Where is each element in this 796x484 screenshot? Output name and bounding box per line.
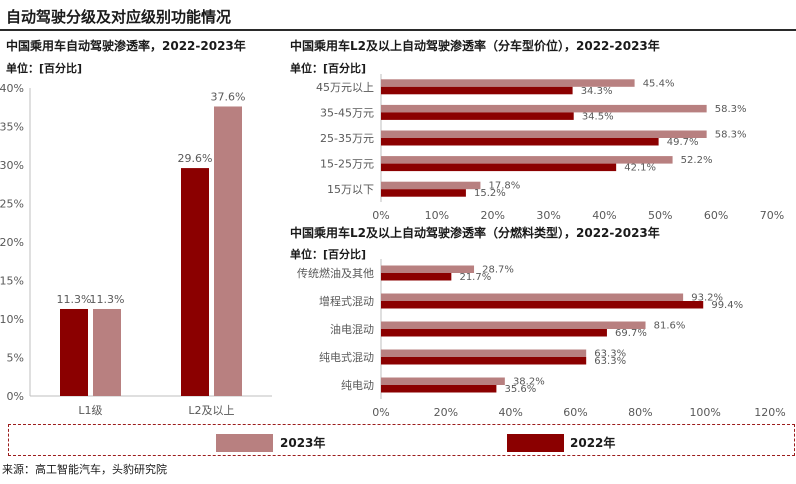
chart1-data-label: 11.3% [90, 293, 125, 306]
chart2-bar [381, 181, 481, 190]
chart1-unit: 单位：[百分比] [6, 62, 83, 75]
chart2-title: 中国乘用车L2及以上自动驾驶渗透率（分车型价位），2022-2023年 [290, 39, 660, 53]
title-rule [0, 29, 796, 31]
chart3-category-label: 纯电动 [341, 379, 374, 392]
chart3-bar [381, 385, 497, 393]
chart1-y-tick-label: 35% [0, 121, 24, 134]
chart3-x-tick-label: 100% [689, 406, 720, 419]
chart3-data-label: 81.6% [654, 321, 686, 332]
chart1-data-label: 29.6% [178, 152, 213, 165]
chart2-data-label: 34.5% [582, 111, 614, 122]
chart2-data-label: 52.2% [681, 155, 713, 166]
chart2-data-label: 49.7% [667, 137, 699, 148]
chart2-category-label: 45万元以上 [316, 81, 374, 94]
legend-swatch-2022 [507, 434, 564, 452]
chart1-y-tick-label: 40% [0, 82, 24, 95]
chart2-data-label: 17.8% [489, 181, 521, 192]
legend-swatch-2023 [216, 434, 273, 452]
chart3-x-tick-label: 60% [563, 406, 587, 419]
chart1-category-label: L1级 [78, 404, 102, 417]
chart1-bar [214, 106, 242, 396]
chart3-x-tick-label: 40% [498, 406, 522, 419]
chart1-y-tick-label: 15% [0, 275, 24, 288]
chart3-data-label: 63.3% [594, 349, 626, 360]
chart3-bar [381, 273, 452, 281]
chart1-y-tick-label: 30% [0, 159, 24, 172]
chart2-data-label: 58.3% [715, 130, 747, 141]
chart3-bar [381, 329, 607, 337]
chart3-x-tick-label: 20% [434, 406, 458, 419]
chart1-bar [60, 308, 88, 396]
chart3-bar [381, 349, 587, 357]
chart3-bar [381, 301, 704, 309]
chart2-x-tick-label: 50% [648, 209, 672, 222]
chart3-x-tick-label: 0% [372, 406, 389, 419]
chart3-title: 中国乘用车L2及以上自动驾驶渗透率（分燃料类型），2022-2023年 [290, 226, 660, 240]
chart2-x-tick-label: 40% [592, 209, 616, 222]
chart3-bar [381, 357, 587, 365]
chart3-data-label: 35.6% [505, 384, 537, 395]
chart3-data-label: 28.7% [482, 265, 514, 276]
chart3-data-label: 63.3% [594, 356, 626, 367]
chart2-unit: 单位：[百分比] [290, 62, 367, 75]
chart3-data-label: 69.7% [615, 328, 647, 339]
chart2-x-tick-label: 60% [704, 209, 728, 222]
chart3-bar [381, 377, 505, 385]
chart1-y-tick-label: 10% [0, 313, 24, 326]
chart1-y-tick-label: 0% [7, 390, 24, 403]
chart2-bar [381, 189, 466, 197]
chart2-data-label: 58.3% [715, 104, 747, 115]
chart3-x-tick-label: 120% [754, 406, 785, 419]
legend-label-2023: 2023年 [280, 436, 326, 450]
chart2-data-label: 15.2% [474, 188, 506, 199]
source-note: 来源：高工智能汽车，头豹研究院 [2, 463, 167, 476]
chart1-bar [93, 308, 121, 396]
chart2-category-label: 25-35万元 [320, 132, 374, 145]
chart2-data-label: 34.3% [581, 86, 613, 97]
chart3-category-label: 传统燃油及其他 [297, 266, 374, 280]
chart1-bar [181, 168, 209, 396]
chart2-bar [381, 130, 707, 138]
chart2-bar [381, 156, 673, 164]
chart3-data-label: 38.2% [513, 377, 545, 388]
chart3-data-label: 21.7% [459, 272, 491, 283]
chart3-bar [381, 293, 684, 301]
chart2-bar [381, 163, 617, 172]
chart2-bar [381, 138, 659, 146]
chart3-category-label: 油电混动 [330, 322, 374, 336]
chart2-data-label: 42.1% [624, 163, 656, 174]
chart2-x-tick-label: 20% [480, 209, 504, 222]
legend-label-2022: 2022年 [570, 436, 616, 450]
chart3-category-label: 增程式混动 [319, 294, 374, 308]
chart2-x-tick-label: 70% [760, 209, 784, 222]
chart2-x-tick-label: 10% [425, 209, 449, 222]
chart1-title: 中国乘用车自动驾驶渗透率，2022-2023年 [6, 39, 246, 53]
chart1-y-tick-label: 5% [7, 352, 24, 365]
page-title: 自动驾驶分级及对应级别功能情况 [6, 8, 232, 26]
chart2-x-tick-label: 0% [372, 209, 389, 222]
chart1-data-label: 11.3% [57, 293, 92, 306]
chart1-y-tick-label: 20% [0, 236, 24, 249]
chart3-bar [381, 265, 475, 273]
chart1-data-label: 37.6% [211, 90, 246, 103]
legend [8, 424, 795, 456]
chart1-category-label: L2及以上 [188, 404, 234, 417]
chart2-bar [381, 112, 574, 120]
chart3-category-label: 纯电式混动 [319, 351, 374, 364]
chart2-category-label: 15万以下 [327, 183, 374, 196]
chart3-data-label: 93.2% [691, 293, 723, 304]
chart2-bar [381, 79, 635, 87]
chart2-category-label: 15-25万元 [320, 158, 374, 171]
chart2-x-tick-label: 30% [536, 209, 560, 222]
chart3-data-label: 99.4% [711, 300, 743, 311]
chart3-unit: 单位：[百分比] [290, 248, 367, 261]
chart2-data-label: 45.4% [643, 78, 675, 89]
chart3-bar [381, 321, 646, 329]
chart1-y-tick-label: 25% [0, 198, 24, 211]
chart2-bar [381, 104, 707, 113]
chart2-category-label: 35-45万元 [320, 106, 374, 119]
chart3-x-tick-label: 80% [628, 406, 652, 419]
chart2-bar [381, 86, 573, 95]
